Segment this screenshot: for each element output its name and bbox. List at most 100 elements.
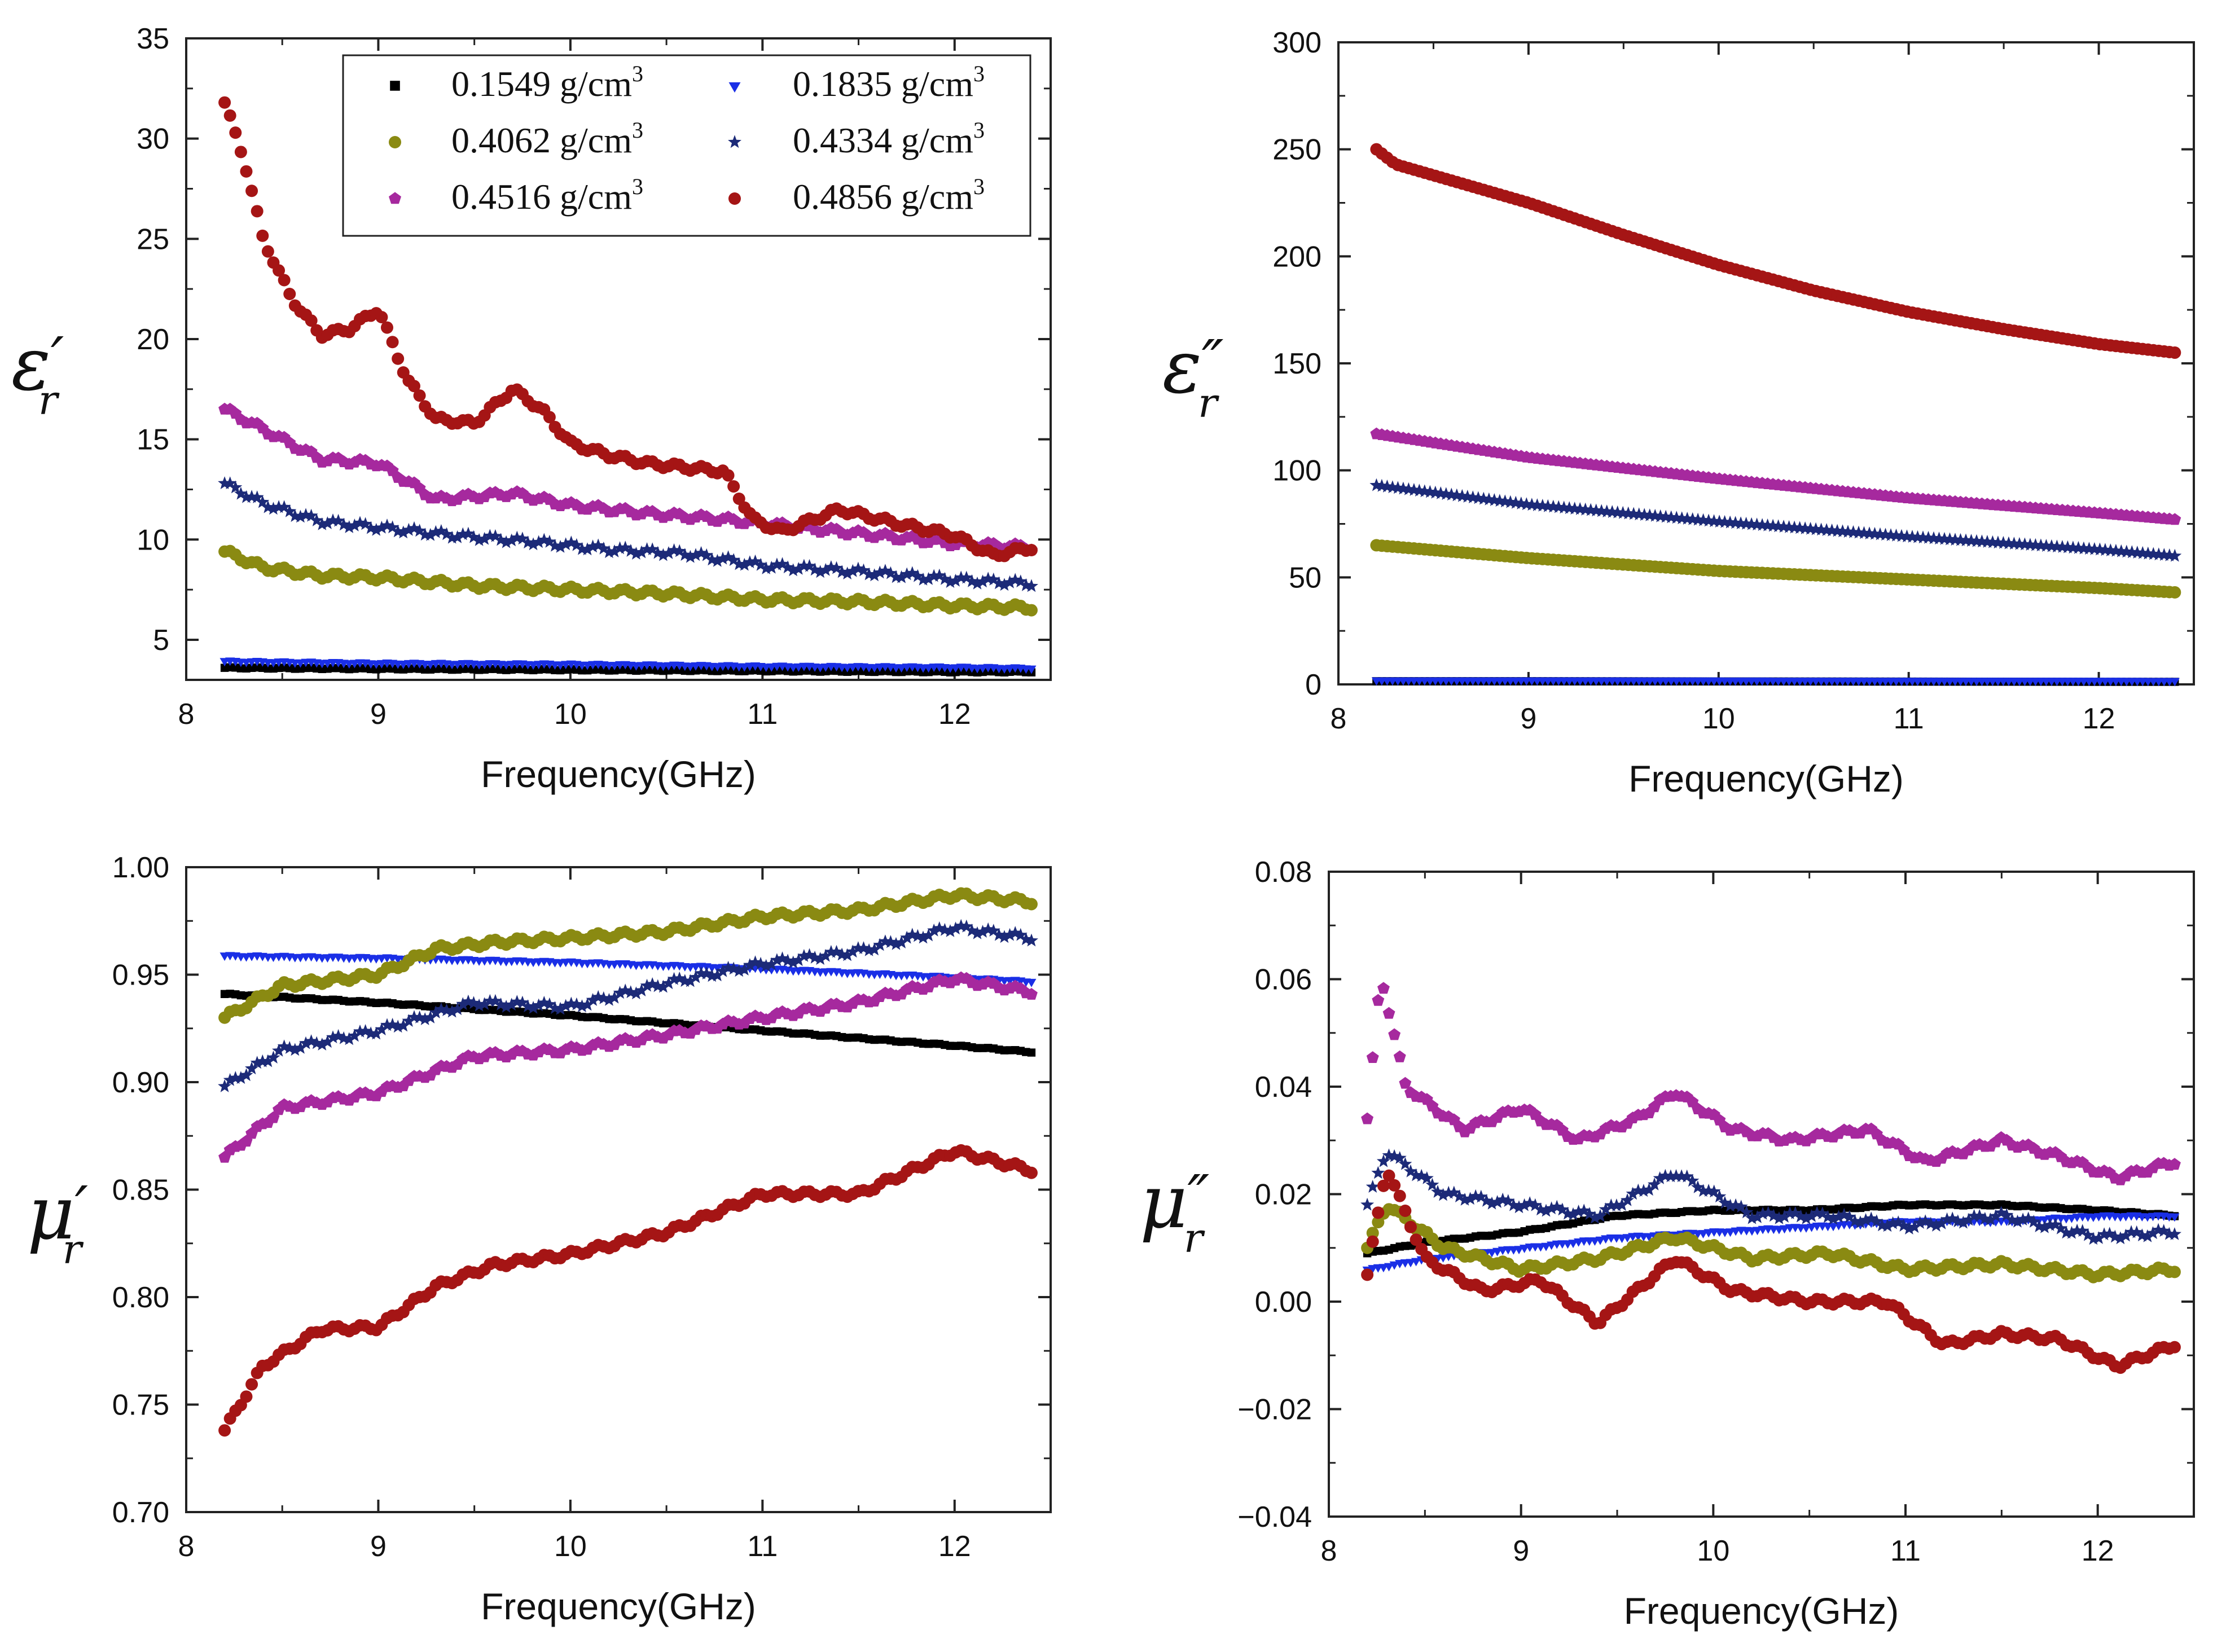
x-tick-label: 10 [1702,702,1735,735]
data-point [256,1054,270,1067]
data-point [959,919,973,933]
data-point [2119,1228,2133,1242]
data-point [1389,1261,1399,1270]
data-point [1463,1192,1477,1205]
data-point [396,1018,410,1032]
data-point [1377,982,1390,994]
data-point [1377,1179,1390,1192]
data-point [396,525,410,539]
data-point [1911,530,1925,543]
data-point [1539,1203,1553,1217]
data-point [1631,1183,1645,1197]
series-3 [1369,478,2182,562]
y-tick-label: 25 [137,223,169,256]
data-point [472,998,486,1012]
data-point [1927,531,1940,544]
panel-mu-real: 8 9 10 11 12 0.70 0.75 0.80 0.85 0.90 0.95 1.00 Freq… [27,851,1052,1627]
data-point [808,563,822,576]
data-point [251,205,264,218]
data-point [2007,537,2021,550]
data-point [1490,1195,1504,1208]
data-point [656,548,670,561]
data-point [754,956,768,970]
data-point [266,502,280,515]
data-point [358,517,372,530]
data-point [488,994,502,1007]
data-point [1777,1210,1792,1223]
data-point [515,995,529,1009]
y-tick-label: 150 [1272,348,1321,380]
data-point [1588,1211,1602,1224]
data-point [688,548,703,561]
data-point [1360,1197,1375,1211]
data-point [1713,1189,1727,1203]
data-point [331,1029,345,1042]
series-5 [1361,1169,2181,1374]
data-point [591,538,605,552]
data-point [440,527,454,541]
data-point [721,550,735,564]
data-point [1669,1169,1683,1182]
data-point [2071,541,2085,554]
data-point [1761,1206,1775,1219]
data-point [1986,535,2000,548]
series-4 [218,971,1038,1163]
data-point [250,1056,264,1069]
data-point [234,1071,248,1084]
data-point [1916,530,1930,544]
data-point [700,548,714,561]
data-point [1940,1212,1954,1225]
data-point [402,522,416,536]
data-point [554,539,568,553]
data-point [651,546,665,559]
data-point [916,572,930,586]
data-point [542,997,556,1010]
data-point [846,944,860,958]
data-point [304,508,318,522]
data-point [1447,1185,1461,1199]
y-tick-label: 0 [1305,669,1321,701]
series-2 [218,887,1038,1024]
series-3 [218,476,1038,592]
data-point [965,574,979,587]
x-tick-label: 9 [1513,1535,1529,1567]
y-tick-label: 5 [153,624,169,657]
data-point [218,96,231,109]
data-point [2023,538,2037,551]
data-point [331,513,345,527]
data-point [456,997,470,1010]
data-point [2075,1224,2089,1237]
data-point [2050,539,2064,553]
x-tick-label: 8 [178,1530,195,1563]
data-point [1794,1209,1808,1223]
data-point [272,1044,286,1057]
data-point [1663,1169,1678,1183]
data-point [385,1017,399,1031]
y-tick-label: 30 [137,123,169,156]
data-point [1891,1215,1906,1228]
y-tick-label: 0.75 [112,1389,169,1422]
data-point [938,572,952,585]
data-point [2124,1225,2139,1238]
series-1 [1371,677,2180,687]
data-point [1962,1212,1976,1226]
data-point [1388,1179,1401,1192]
y-tick-label: 0.85 [112,1174,169,1207]
data-point [1372,1206,1385,1219]
data-point [1398,1157,1412,1170]
data-point [2168,1341,2181,1354]
data-point [1967,1209,1981,1222]
data-point [1615,1198,1629,1211]
data-point [293,1040,308,1054]
data-point [819,563,833,576]
data-point [1492,1247,1503,1256]
data-point [971,576,984,590]
data-point [813,565,827,578]
data-point [1745,1211,1759,1224]
data-point [1648,1178,1662,1190]
data-point [1621,1193,1635,1206]
data-point [364,521,378,534]
data-point [905,566,919,579]
x-tick-label: 12 [2083,702,2115,735]
data-point [802,559,816,572]
